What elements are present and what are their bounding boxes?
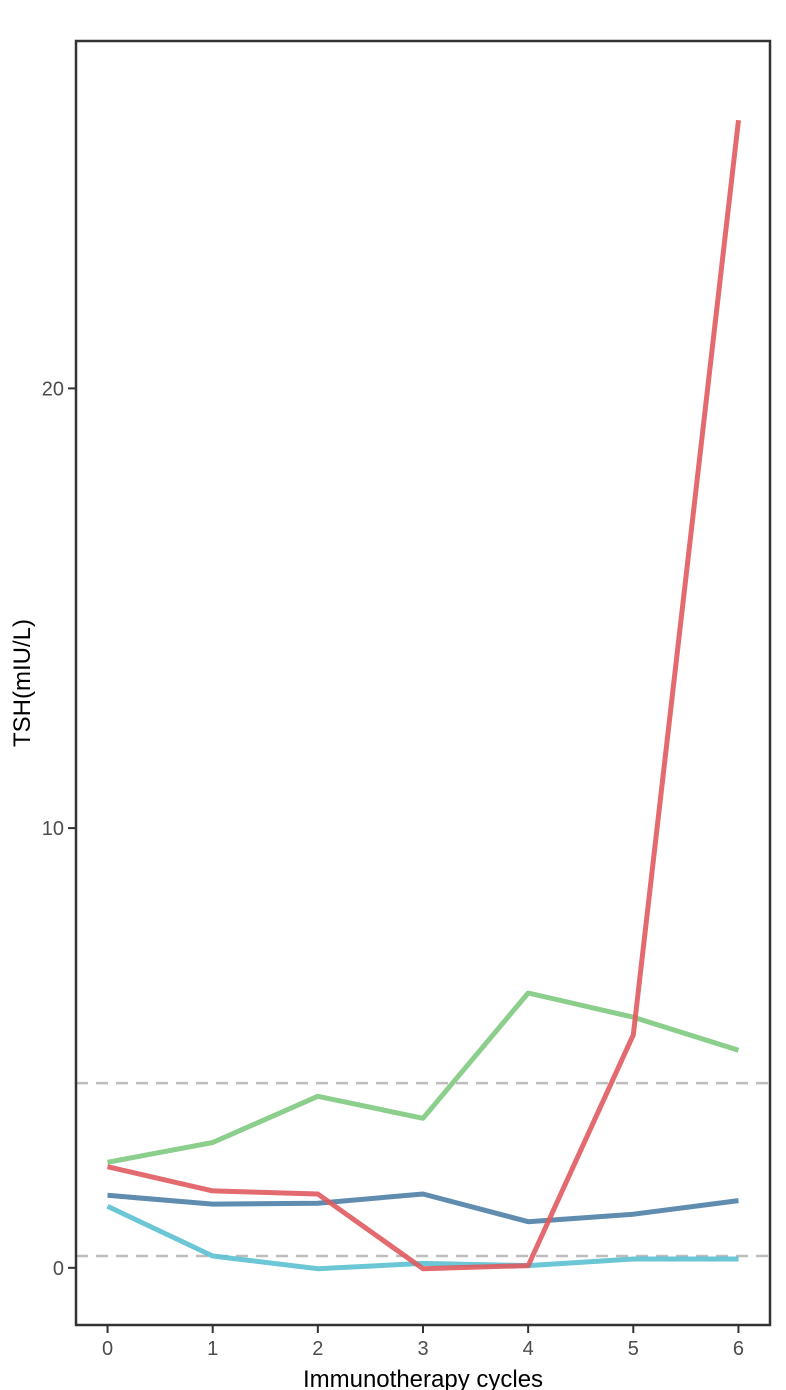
series-line-2 <box>106 1204 739 1272</box>
series-lines <box>106 119 741 1272</box>
x-axis-ticks: 0 1 2 3 4 5 6 <box>102 1325 744 1360</box>
reference-lines <box>76 1081 770 1258</box>
y-tick-label: 10 <box>42 818 64 840</box>
series-line-0 <box>107 990 740 1165</box>
y-tick-label: 0 <box>53 1258 64 1280</box>
series-line-1 <box>107 1191 739 1225</box>
plot-panel-border <box>74 39 772 1327</box>
y-tick-label: 20 <box>42 378 64 400</box>
x-tick-label: 4 <box>523 1338 534 1360</box>
y-axis-title: TSH(mIU/L) <box>9 619 36 747</box>
series-line-3 <box>106 119 741 1272</box>
x-tick-label: 1 <box>207 1338 218 1360</box>
y-axis-ticks: 0 10 20 <box>42 378 76 1280</box>
x-tick-label: 6 <box>733 1338 744 1360</box>
x-tick-label: 5 <box>628 1338 639 1360</box>
x-tick-label: 3 <box>417 1338 428 1360</box>
x-tick-label: 2 <box>312 1338 323 1360</box>
x-axis-title: Immunotherapy cycles <box>303 1366 543 1390</box>
x-tick-label: 0 <box>102 1338 113 1360</box>
